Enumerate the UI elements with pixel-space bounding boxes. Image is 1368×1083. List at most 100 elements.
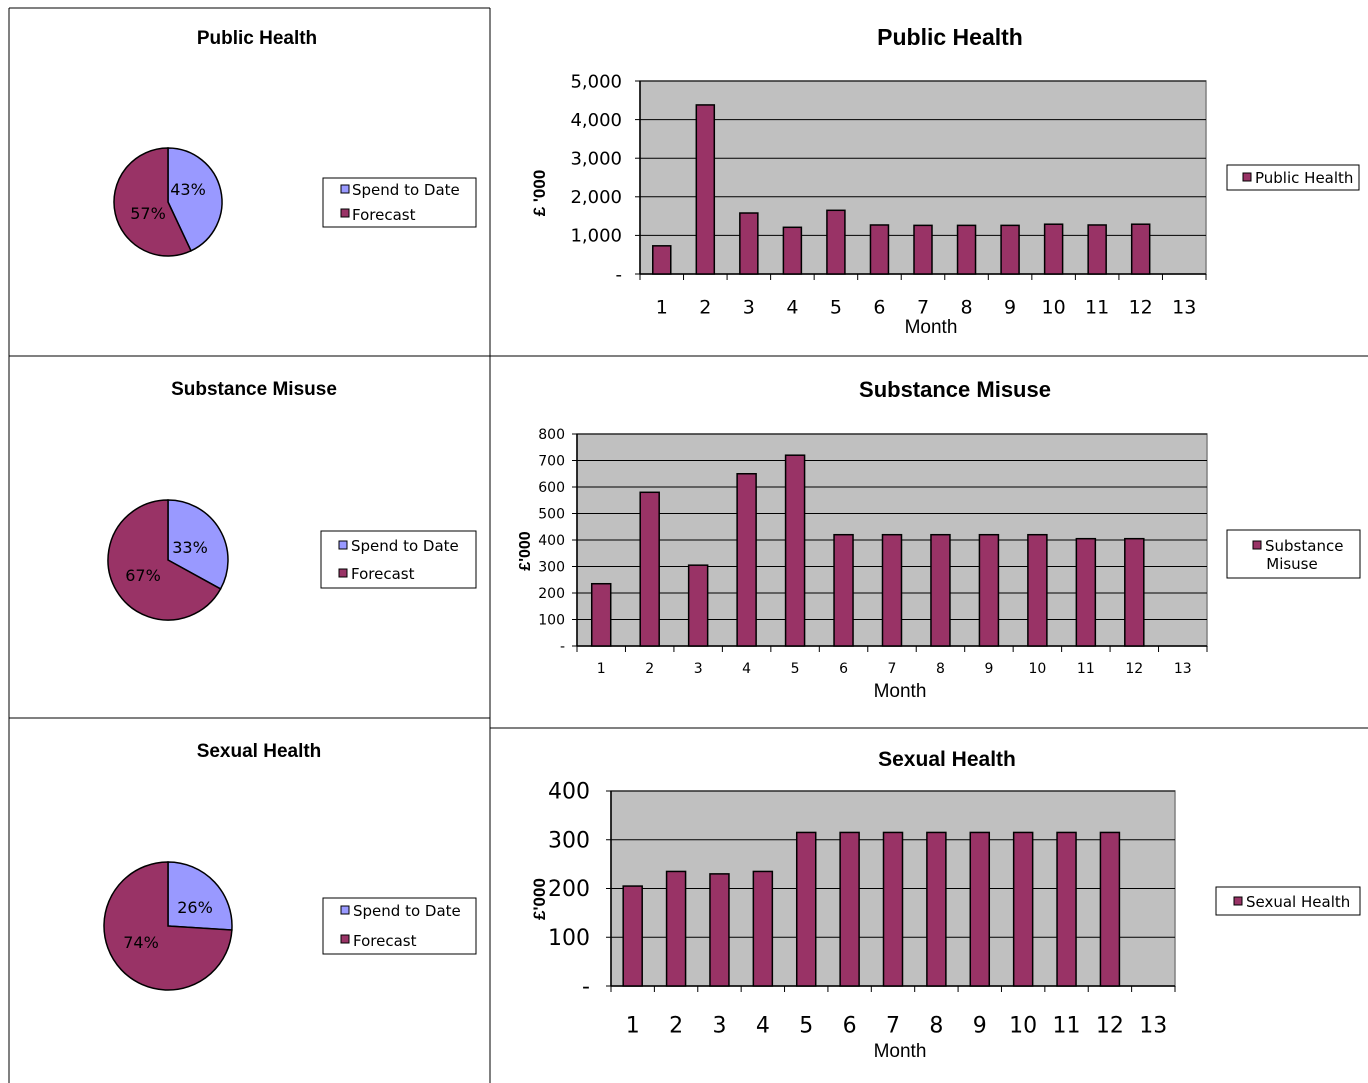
bar-month-1 [623,886,642,986]
bar-month-9 [1001,225,1019,274]
pie-legend-forecast: Forecast [339,565,415,583]
legend-swatch-series [1234,897,1242,905]
y-tick-label: 200 [548,877,590,902]
x-tick-label: 10 [1042,297,1066,319]
y-tick-label: - [582,975,590,1000]
legend-swatch-spend [339,541,347,549]
x-tick-label: 6 [839,661,848,677]
x-tick-label: 9 [1004,297,1016,319]
legend-label-series-line-2: Misuse [1266,555,1317,573]
x-tick-label: 4 [742,661,751,677]
x-tick-label: 3 [694,661,703,677]
y-axis-label: £'000 [517,531,534,571]
y-tick-label: 4,000 [570,110,622,131]
legend-swatch-forecast [341,209,349,217]
bar-month-1 [653,246,671,274]
pie-legend: Spend to Date Forecast [323,178,476,227]
x-tick-label: 6 [843,1014,857,1039]
bar-month-11 [1088,225,1106,274]
x-tick-label: 8 [936,661,945,677]
bar-month-8 [958,225,976,274]
x-tick-label: 1 [656,297,668,319]
x-tick-label: 10 [1009,1014,1037,1039]
bar-chart-substance-misuse: Substance Misuse £'000 Month - 100 200 300 4… [517,377,1360,702]
pie-title: Sexual Health [197,741,322,762]
y-axis-label: £ '000 [530,170,549,217]
legend-swatch-spend [341,185,349,193]
x-tick-label: 3 [712,1014,726,1039]
x-tick-label: 4 [786,297,798,319]
x-tick-label: 5 [830,297,842,319]
x-tick-label: 9 [973,1014,987,1039]
x-tick-label: 7 [917,297,929,319]
y-tick-label: 800 [538,427,565,443]
x-tick-label: 8 [929,1014,943,1039]
bar-month-5 [827,210,845,274]
pie-chart-sexual-health: Sexual Health 26% 74% Spend to Date Forec… [104,741,476,990]
bar-month-10 [1045,224,1063,274]
pie-slices: 26% 74% [104,862,232,990]
bar-title: Public Health [877,24,1023,50]
legend-label-forecast: Forecast [352,206,416,224]
pie-value-label: 74% [123,933,159,952]
legend-label-forecast: Forecast [353,932,417,950]
bar-month-2 [667,871,686,986]
legend-label-series-line-1: Substance [1265,537,1343,555]
bar-legend: Substance Misuse [1227,530,1360,578]
x-tick-label: 9 [984,661,993,677]
bar-month-1 [592,584,611,646]
bar-legend: Sexual Health [1216,887,1360,915]
bar-month-3 [740,213,758,274]
y-axis-label: £'000 [530,878,549,920]
bar-month-11 [1057,832,1076,986]
x-tick-label: 12 [1096,1014,1124,1039]
y-tick-label: 100 [538,612,565,628]
bar-month-6 [870,225,888,274]
bar-month-2 [640,492,659,646]
bar-plot: -1002003004001 2 3 4 5 6 7 8 9 10 11 12 13 [548,780,1175,1039]
y-tick-label: 400 [538,533,565,549]
y-tick-label: - [616,264,623,285]
y-tick-label: 300 [538,559,565,575]
bar-month-3 [689,565,708,646]
bar-legend: Public Health [1227,165,1359,190]
pie-legend: Spend to Date Forecast [323,898,476,954]
x-tick-label: 8 [960,297,972,319]
x-tick-label: 12 [1125,661,1143,677]
bar-month-12 [1125,539,1144,646]
x-tick-label: 12 [1129,297,1153,319]
y-tick-label: 2,000 [570,187,622,208]
bar-month-5 [786,455,805,646]
bar-month-9 [979,535,998,646]
y-tick-label: 600 [538,480,565,496]
x-tick-label: 5 [791,661,800,677]
bar-month-9 [970,832,989,986]
x-axis-label: Month [905,317,958,338]
legend-label-forecast: Forecast [351,565,415,583]
y-tick-label: 200 [538,586,565,602]
x-tick-label: 2 [669,1014,683,1039]
y-tick-label: 300 [548,828,590,853]
bar-month-3 [710,874,729,986]
x-tick-label: 4 [756,1014,770,1039]
x-tick-label: 2 [645,661,654,677]
y-tick-label: 700 [538,453,565,469]
pie-chart-substance-misuse: Substance Misuse 33% 67% Spend to Date Fo… [108,379,476,620]
x-tick-label: 1 [626,1014,640,1039]
bar-month-7 [914,225,932,274]
bar-month-2 [696,105,714,274]
x-tick-label: 3 [743,297,755,319]
y-tick-label: 100 [548,926,590,951]
legend-label-spend: Spend to Date [352,181,460,199]
bar-month-10 [1028,535,1047,646]
bar-month-6 [840,832,859,986]
x-tick-label: 13 [1172,297,1196,319]
y-tick-label: 500 [538,506,565,522]
pie-slices: 33% 67% [108,500,228,620]
x-tick-label: 11 [1053,1014,1081,1039]
x-tick-label: 7 [886,1014,900,1039]
x-axis-label: Month [874,681,927,702]
legend-swatch-forecast [341,935,349,943]
